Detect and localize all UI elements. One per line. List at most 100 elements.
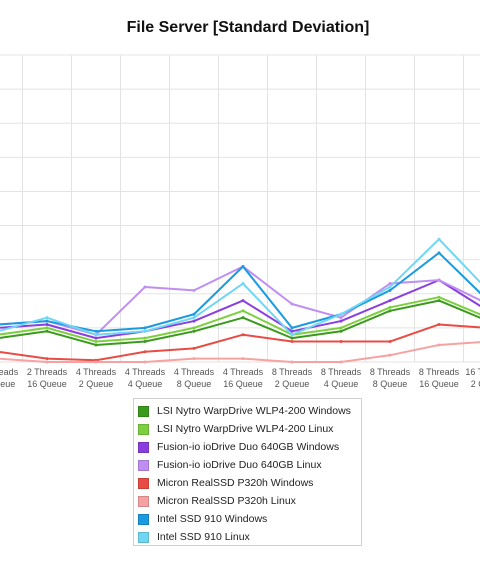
x-tick-label: 8 Queue bbox=[177, 379, 212, 389]
legend-item[interactable]: Intel SSD 910 Windows bbox=[138, 510, 361, 528]
data-point bbox=[94, 360, 98, 364]
data-point bbox=[192, 357, 196, 361]
data-point bbox=[143, 329, 147, 333]
data-point bbox=[339, 326, 343, 330]
data-point bbox=[192, 288, 196, 292]
data-point bbox=[94, 333, 98, 337]
data-point bbox=[143, 285, 147, 289]
data-point bbox=[143, 360, 147, 364]
data-point bbox=[437, 278, 441, 282]
data-point bbox=[143, 336, 147, 340]
data-point bbox=[388, 305, 392, 309]
data-point bbox=[241, 333, 245, 337]
legend-item[interactable]: Intel SSD 910 Linux bbox=[138, 528, 361, 546]
data-point bbox=[437, 237, 441, 241]
legend-label: Micron RealSSD P320h Linux bbox=[157, 495, 296, 507]
x-tick-label: 16 Queue bbox=[27, 379, 67, 389]
x-tick-label: 4 Queue bbox=[324, 379, 359, 389]
data-point bbox=[437, 295, 441, 299]
data-point bbox=[388, 353, 392, 357]
data-point bbox=[45, 357, 49, 361]
chart-title: File Server [Standard Deviation] bbox=[126, 19, 370, 36]
data-point bbox=[192, 326, 196, 330]
legend-item[interactable]: Micron RealSSD P320h Linux bbox=[138, 492, 361, 510]
data-point bbox=[290, 333, 294, 337]
data-point bbox=[241, 309, 245, 313]
data-point bbox=[290, 329, 294, 333]
data-point bbox=[192, 329, 196, 333]
data-point bbox=[45, 329, 49, 333]
data-point bbox=[437, 343, 441, 347]
data-point bbox=[388, 285, 392, 289]
legend-swatch bbox=[138, 423, 149, 435]
data-point bbox=[437, 322, 441, 326]
x-tick-label: 4 Threads bbox=[174, 367, 215, 377]
data-point bbox=[290, 360, 294, 364]
data-point bbox=[388, 288, 392, 292]
data-point bbox=[290, 336, 294, 340]
x-tick-label: 4 Threads bbox=[125, 367, 166, 377]
data-point bbox=[290, 326, 294, 330]
series-lines bbox=[0, 237, 480, 364]
x-tick-label: 2 Threads bbox=[0, 367, 19, 377]
data-point bbox=[437, 299, 441, 303]
data-point bbox=[290, 302, 294, 306]
data-point bbox=[339, 360, 343, 364]
data-point bbox=[192, 316, 196, 320]
data-point bbox=[241, 282, 245, 286]
x-tick-label: 8 Queue bbox=[373, 379, 408, 389]
legend-swatch bbox=[138, 495, 149, 507]
data-point bbox=[241, 264, 245, 268]
data-point bbox=[241, 316, 245, 320]
x-tick-label: 16 Queue bbox=[419, 379, 459, 389]
x-tick-label: 16 Threads bbox=[465, 367, 480, 377]
legend-swatch bbox=[138, 513, 149, 525]
x-tick-label: 2 Queue bbox=[0, 379, 15, 389]
legend-label: Intel SSD 910 Linux bbox=[157, 531, 250, 543]
data-point bbox=[45, 322, 49, 326]
data-point bbox=[388, 340, 392, 344]
line-chart: 2 Threads 2 Queue 2 Threads 16 Queue 4 Threa… bbox=[0, 54, 480, 389]
data-point bbox=[143, 340, 147, 344]
legend-item[interactable]: Fusion-io ioDrive Duo 640GB Windows bbox=[138, 438, 361, 456]
legend-item[interactable]: LSI Nytro WarpDrive WLP4-200 Linux bbox=[138, 420, 361, 438]
legend-label: Fusion-io ioDrive Duo 640GB Windows bbox=[157, 441, 340, 453]
x-tick-label: 2 Queue bbox=[471, 379, 480, 389]
data-point bbox=[290, 340, 294, 344]
x-axis-tick-labels: 2 Threads 2 Queue 2 Threads 16 Queue 4 Threa… bbox=[0, 367, 480, 389]
gridlines bbox=[0, 54, 480, 363]
legend-swatch bbox=[138, 531, 149, 543]
data-point bbox=[192, 319, 196, 323]
chart-legend: LSI Nytro WarpDrive WLP4-200 Windows LSI … bbox=[133, 398, 362, 546]
data-point bbox=[388, 282, 392, 286]
data-point bbox=[192, 312, 196, 316]
data-point bbox=[339, 312, 343, 316]
legend-label: Intel SSD 910 Windows bbox=[157, 513, 268, 525]
data-point bbox=[339, 319, 343, 323]
x-tick-label: 4 Queue bbox=[128, 379, 163, 389]
legend-item[interactable]: Fusion-io ioDrive Duo 640GB Linux bbox=[138, 456, 361, 474]
data-point bbox=[241, 357, 245, 361]
data-point bbox=[45, 360, 49, 364]
data-point bbox=[45, 319, 49, 323]
x-tick-label: 2 Threads bbox=[27, 367, 68, 377]
x-tick-label: 8 Threads bbox=[370, 367, 411, 377]
data-point bbox=[388, 309, 392, 313]
data-point bbox=[192, 346, 196, 350]
x-tick-label: 4 Threads bbox=[223, 367, 264, 377]
data-point bbox=[143, 326, 147, 330]
data-point bbox=[241, 299, 245, 303]
data-point bbox=[45, 316, 49, 320]
legend-label: Fusion-io ioDrive Duo 640GB Linux bbox=[157, 459, 322, 471]
legend-swatch bbox=[138, 441, 149, 453]
x-tick-label: 16 Queue bbox=[223, 379, 263, 389]
x-tick-label: 4 Threads bbox=[76, 367, 117, 377]
legend-item[interactable]: Micron RealSSD P320h Windows bbox=[138, 474, 361, 492]
legend-swatch bbox=[138, 477, 149, 489]
x-tick-label: 8 Threads bbox=[419, 367, 460, 377]
legend-item[interactable]: LSI Nytro WarpDrive WLP4-200 Windows bbox=[138, 402, 361, 420]
data-point bbox=[94, 336, 98, 340]
data-point bbox=[437, 251, 441, 255]
legend-swatch bbox=[138, 459, 149, 471]
data-point bbox=[143, 350, 147, 354]
